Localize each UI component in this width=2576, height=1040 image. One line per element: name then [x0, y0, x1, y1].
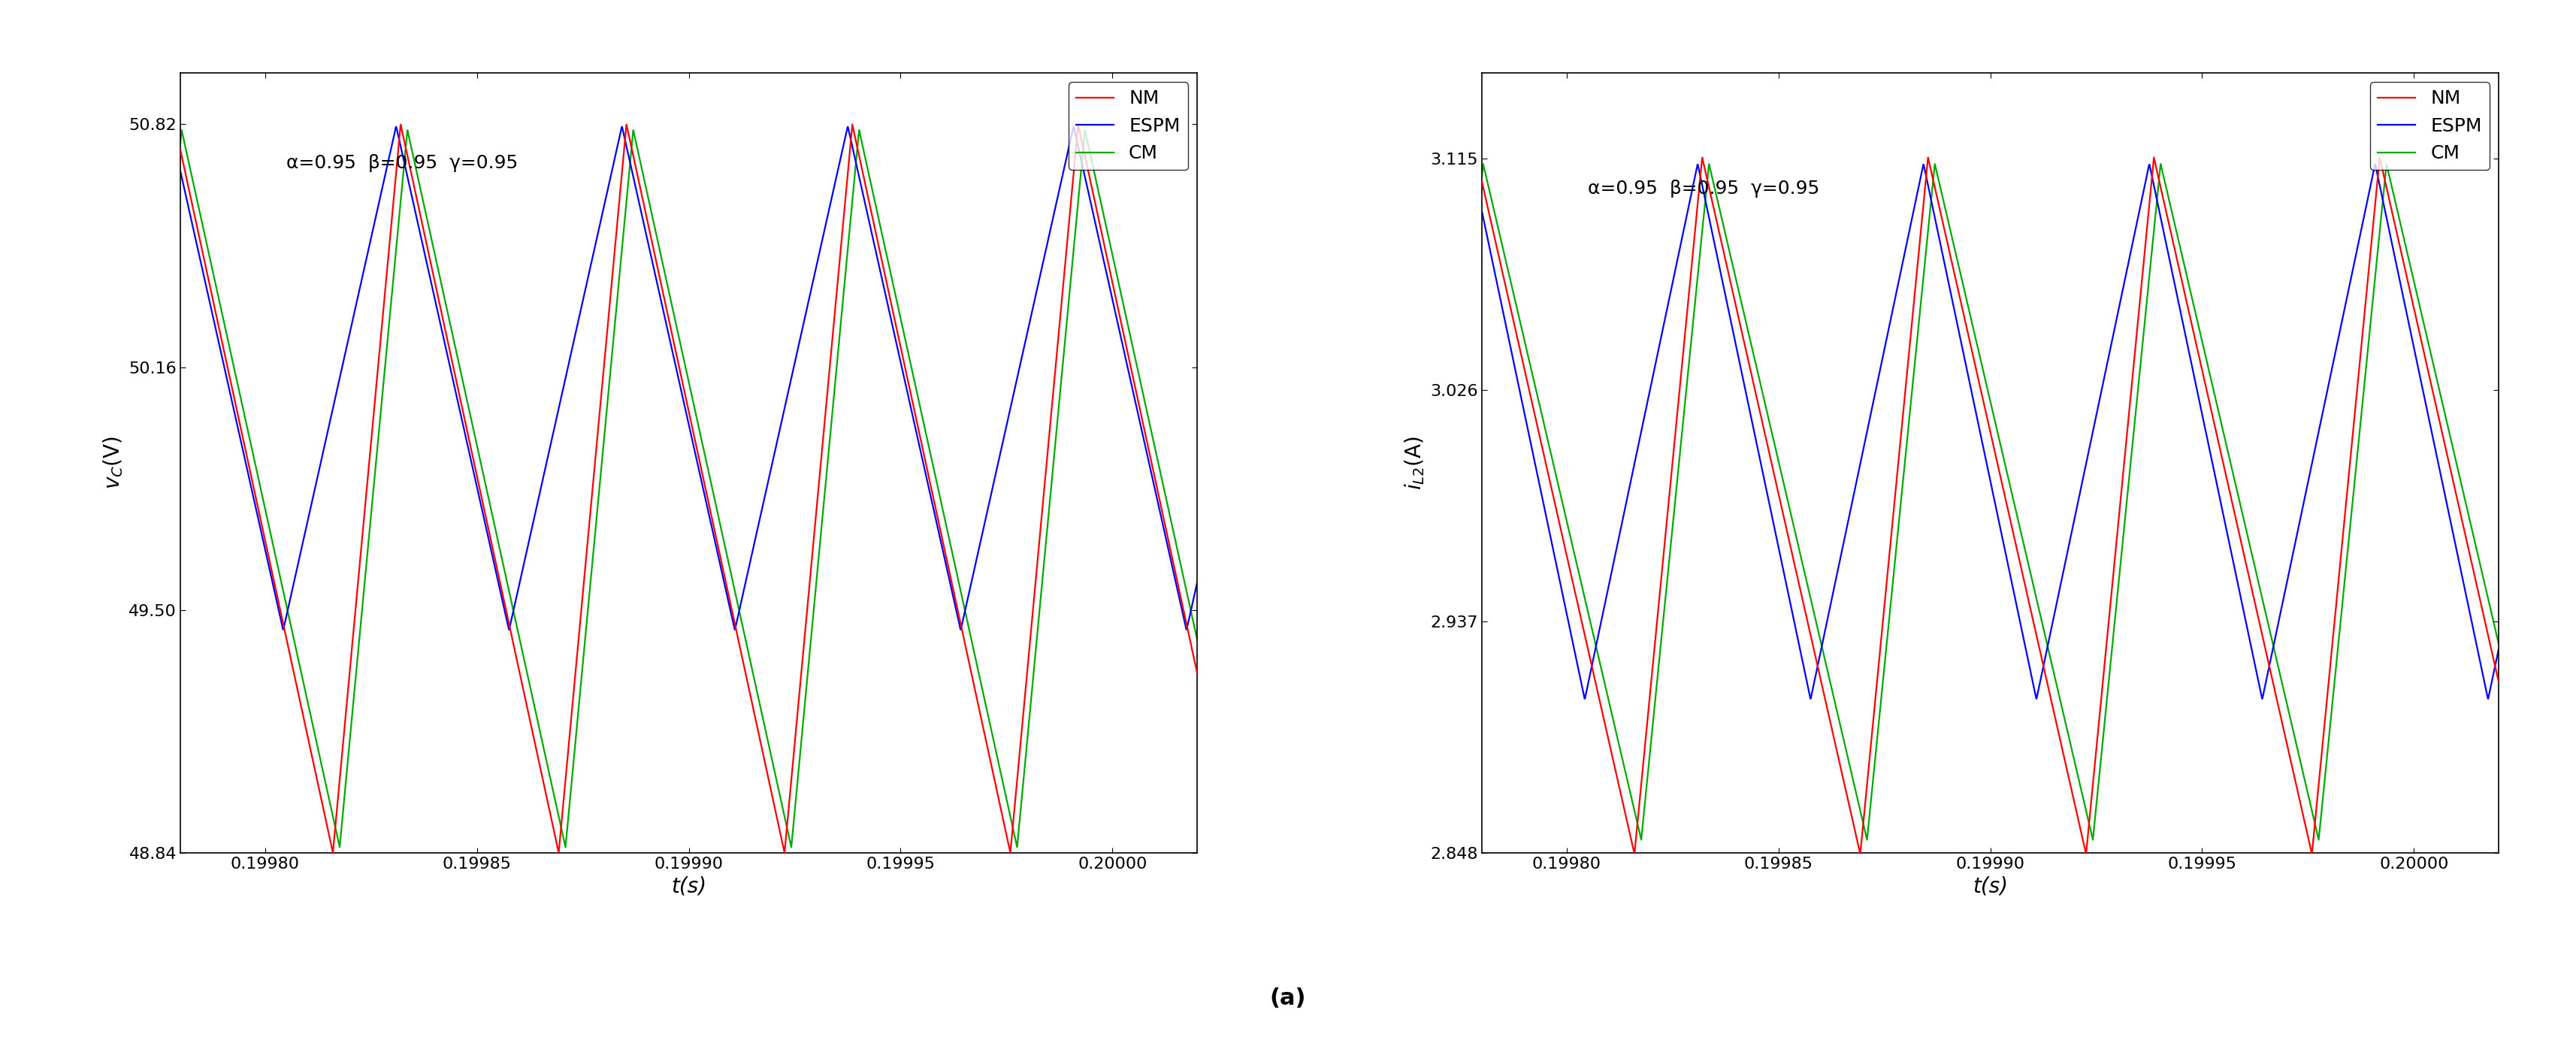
- CM: [598, 323, 629, 336]
- CM: [1857, 786, 1888, 799]
- NM: [281, 678, 312, 691]
- ESPM: [2483, 643, 2514, 655]
- Text: (a): (a): [1270, 988, 1306, 1009]
- Legend: NM, ESPM, CM: NM, ESPM, CM: [1069, 82, 1188, 171]
- ESPM: [2473, 693, 2504, 705]
- CM: [165, 137, 196, 150]
- ESPM: [554, 350, 585, 363]
- CM: [554, 790, 585, 803]
- ESPM: [1059, 121, 1090, 133]
- CM: [2463, 555, 2494, 568]
- ESPM: [2354, 186, 2385, 199]
- ESPM: [1643, 345, 1674, 358]
- NM: [1582, 686, 1613, 699]
- CM: [340, 661, 371, 674]
- ESPM: [2463, 650, 2494, 662]
- NM: [2483, 676, 2514, 688]
- Y-axis label: $v_C$(V): $v_C$(V): [100, 436, 124, 490]
- NM: [1643, 603, 1674, 616]
- NM: [1162, 577, 1193, 590]
- CM: [1901, 346, 1932, 359]
- ESPM: [1466, 205, 1497, 217]
- NM: [1182, 667, 1213, 679]
- NM: [1844, 848, 1875, 860]
- ESPM: [1857, 402, 1888, 415]
- X-axis label: t(s): t(s): [1973, 876, 2009, 896]
- Legend: NM, ESPM, CM: NM, ESPM, CM: [2370, 82, 2488, 171]
- Text: α=0.95  β=0.95  γ=0.95: α=0.95 β=0.95 γ=0.95: [286, 154, 518, 172]
- NM: [1857, 726, 1888, 738]
- ESPM: [165, 164, 196, 177]
- CM: [1069, 124, 1100, 136]
- Line: CM: CM: [180, 130, 1198, 848]
- ESPM: [281, 566, 312, 578]
- CM: [1582, 648, 1613, 660]
- CM: [775, 841, 806, 854]
- Y-axis label: $i_{L2}$(A): $i_{L2}$(A): [1404, 436, 1427, 490]
- NM: [2354, 255, 2385, 267]
- NM: [544, 847, 574, 859]
- CM: [1182, 633, 1213, 646]
- CM: [1466, 171, 1497, 183]
- Text: α=0.95  β=0.95  γ=0.95: α=0.95 β=0.95 γ=0.95: [1587, 179, 1819, 198]
- CM: [281, 644, 312, 656]
- Line: ESPM: ESPM: [1481, 164, 2499, 699]
- CM: [1054, 303, 1084, 315]
- NM: [2463, 591, 2494, 603]
- CM: [2076, 833, 2107, 846]
- Line: CM: CM: [1481, 164, 2499, 839]
- ESPM: [1051, 147, 1082, 159]
- ESPM: [598, 154, 629, 166]
- Line: ESPM: ESPM: [180, 127, 1198, 629]
- NM: [600, 245, 631, 258]
- NM: [165, 144, 196, 156]
- ESPM: [1901, 193, 1932, 206]
- NM: [340, 592, 371, 604]
- NM: [554, 719, 585, 731]
- CM: [2483, 638, 2514, 650]
- CM: [1643, 665, 1674, 677]
- X-axis label: t(s): t(s): [670, 876, 706, 896]
- NM: [1901, 272, 1932, 285]
- ESPM: [1162, 583, 1193, 596]
- NM: [1054, 227, 1084, 239]
- CM: [2370, 158, 2401, 171]
- ESPM: [1172, 623, 1203, 635]
- NM: [1064, 119, 1095, 131]
- NM: [2365, 151, 2396, 163]
- ESPM: [1182, 576, 1213, 589]
- ESPM: [340, 296, 371, 309]
- CM: [2354, 327, 2385, 339]
- ESPM: [2360, 158, 2391, 171]
- CM: [1162, 545, 1193, 557]
- NM: [1466, 176, 1497, 188]
- Line: NM: NM: [1481, 157, 2499, 854]
- ESPM: [1582, 631, 1613, 644]
- Line: NM: NM: [180, 125, 1198, 853]
